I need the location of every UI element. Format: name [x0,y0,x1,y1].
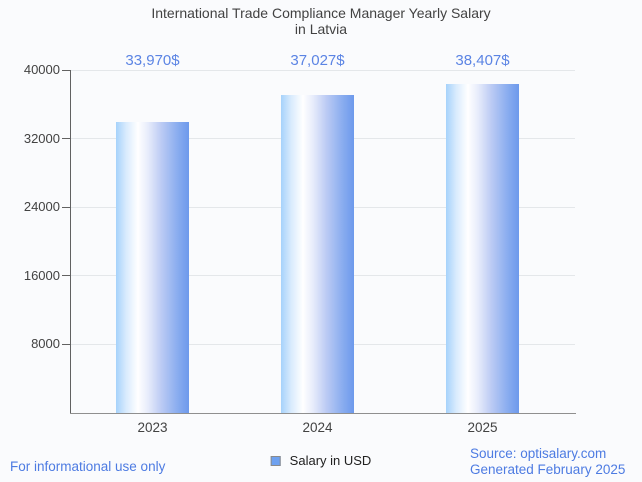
ytick-mark-24000 [62,206,70,208]
value-label-2025: 38,407$ [455,52,510,69]
ytick-label-24000: 24000 [23,199,60,215]
ytick-label-8000: 8000 [31,336,60,352]
gridline-40000 [70,69,575,71]
xtick-label-2025: 2025 [467,420,498,435]
ytick-mark-40000 [62,69,70,71]
value-label-2024: 37,027$ [290,52,345,69]
ytick-mark-8000 [62,343,70,345]
y-axis-line [70,70,71,413]
footer-disclaimer: For informational use only [10,459,166,474]
footer-source-line1: Source: optisalary.com [470,446,607,461]
ytick-mark-32000 [62,138,70,140]
footer-source: Source: optisalary.com Generated Februar… [470,446,625,477]
bar-2025 [446,83,519,413]
x-axis-baseline [70,413,576,414]
chart-title-line2: in Latvia [294,21,348,37]
ytick-label-32000: 32000 [23,130,60,146]
ytick-label-16000: 16000 [23,267,60,283]
legend-swatch-icon [270,455,281,466]
chart-title-line1: International Trade Compliance Manager Y… [151,5,491,21]
ytick-label-40000: 40000 [23,62,60,77]
footer-source-line2: Generated February 2025 [470,461,626,477]
xtick-label-2023: 2023 [137,420,168,435]
value-label-2023: 33,970$ [125,52,180,69]
bar-2024 [281,95,354,413]
chart-title: International Trade Compliance Manager Y… [0,5,642,37]
ytick-mark-16000 [62,275,70,277]
legend-label: Salary in USD [289,453,372,468]
chart-legend: Salary in USD [270,453,372,468]
xtick-label-2024: 2024 [302,420,333,435]
bar-2023 [116,121,189,413]
